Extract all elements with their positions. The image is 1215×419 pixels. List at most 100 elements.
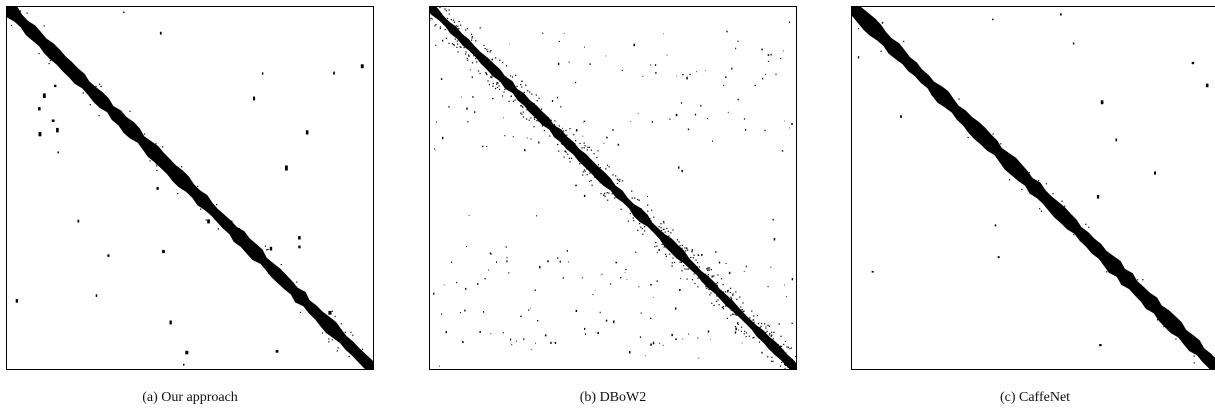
band-speck <box>662 234 664 236</box>
noise-point <box>472 96 474 98</box>
noise-point <box>788 21 791 23</box>
band-speck <box>783 343 785 345</box>
band-speck <box>447 17 449 19</box>
band-speck <box>785 368 787 370</box>
band-speck <box>1040 210 1042 212</box>
noise-point <box>738 329 739 331</box>
noise-point <box>762 77 764 80</box>
band-speck <box>691 251 693 253</box>
band-speck <box>471 62 474 64</box>
band-speck <box>584 145 586 147</box>
band-speck <box>758 328 760 331</box>
noise-point <box>464 309 466 312</box>
band-speck <box>453 44 455 46</box>
band-speck <box>456 46 458 48</box>
band-speck <box>722 308 724 310</box>
band-speck <box>692 257 694 259</box>
band-speck <box>567 153 569 155</box>
noise-point <box>583 122 584 123</box>
band-speck <box>781 361 783 363</box>
band-speck <box>562 136 564 138</box>
noise-point <box>530 349 532 351</box>
band-speck <box>791 358 793 360</box>
band-speck <box>475 57 477 60</box>
noise-point <box>638 286 640 288</box>
band-speck <box>452 19 455 21</box>
band-speck <box>448 9 450 11</box>
band-speck <box>531 106 533 108</box>
band-speck <box>1005 162 1008 164</box>
band-speck <box>155 163 158 165</box>
band-speck <box>95 85 97 88</box>
band-speck <box>749 317 751 319</box>
band-speck <box>736 305 738 307</box>
band-speck <box>697 286 699 288</box>
band-speck <box>155 143 157 145</box>
band-speck <box>344 335 346 338</box>
band-speck <box>502 61 504 63</box>
noise-point <box>506 256 508 259</box>
band-speck <box>1164 316 1166 318</box>
band-speck <box>527 100 530 103</box>
band-speck <box>591 184 593 186</box>
noise-point <box>499 59 501 61</box>
noise-point <box>695 268 697 270</box>
band-speck <box>740 306 742 308</box>
band-speck <box>430 17 432 19</box>
band-speck <box>439 6 441 8</box>
band-speck <box>693 254 695 256</box>
band-speck <box>665 255 667 257</box>
band-speck <box>745 336 747 338</box>
band-speck <box>451 33 453 35</box>
band-speck <box>565 129 567 131</box>
noise-point <box>704 70 706 72</box>
noise-point <box>784 284 785 286</box>
band-speck <box>603 194 605 196</box>
noise-point <box>479 331 481 333</box>
band-speck <box>129 110 131 112</box>
band-speck <box>1009 179 1011 181</box>
band-speck <box>451 43 454 45</box>
band-speck <box>737 323 739 325</box>
band-speck <box>796 351 797 354</box>
band-speck <box>688 260 690 262</box>
noise-point <box>612 129 614 131</box>
band-speck <box>663 222 665 224</box>
band-speck <box>1169 329 1171 331</box>
noise-point <box>503 117 504 119</box>
noise-point <box>712 140 713 142</box>
noise-point <box>594 289 596 291</box>
band-speck <box>697 254 700 256</box>
band-speck <box>446 24 448 26</box>
band-speck <box>738 311 741 313</box>
noise-point <box>530 138 532 140</box>
band-speck <box>264 245 266 247</box>
band-speck <box>485 65 487 67</box>
band-speck <box>486 62 488 64</box>
band-speck <box>268 266 270 268</box>
band-speck <box>686 278 688 280</box>
band-speck <box>266 249 268 251</box>
band-speck <box>663 220 665 223</box>
band-speck <box>560 142 562 144</box>
band-speck <box>792 360 794 362</box>
band-speck <box>584 170 586 172</box>
band-speck <box>494 87 497 90</box>
band-speck <box>743 315 745 317</box>
band-speck <box>992 133 994 135</box>
band-speck <box>499 80 501 82</box>
band-speck <box>467 59 469 61</box>
band-speck <box>525 84 527 86</box>
noise-point <box>663 33 664 35</box>
band-speck <box>967 136 969 138</box>
noise-point <box>597 331 599 335</box>
noise-point <box>786 296 787 298</box>
band-speck <box>730 314 732 316</box>
band-speck <box>429 19 431 21</box>
diagonal-band <box>429 6 797 370</box>
band-speck <box>535 94 537 96</box>
band-speck <box>721 306 723 308</box>
noise-point <box>520 315 522 318</box>
band-speck <box>592 172 594 174</box>
band-speck <box>510 95 512 97</box>
